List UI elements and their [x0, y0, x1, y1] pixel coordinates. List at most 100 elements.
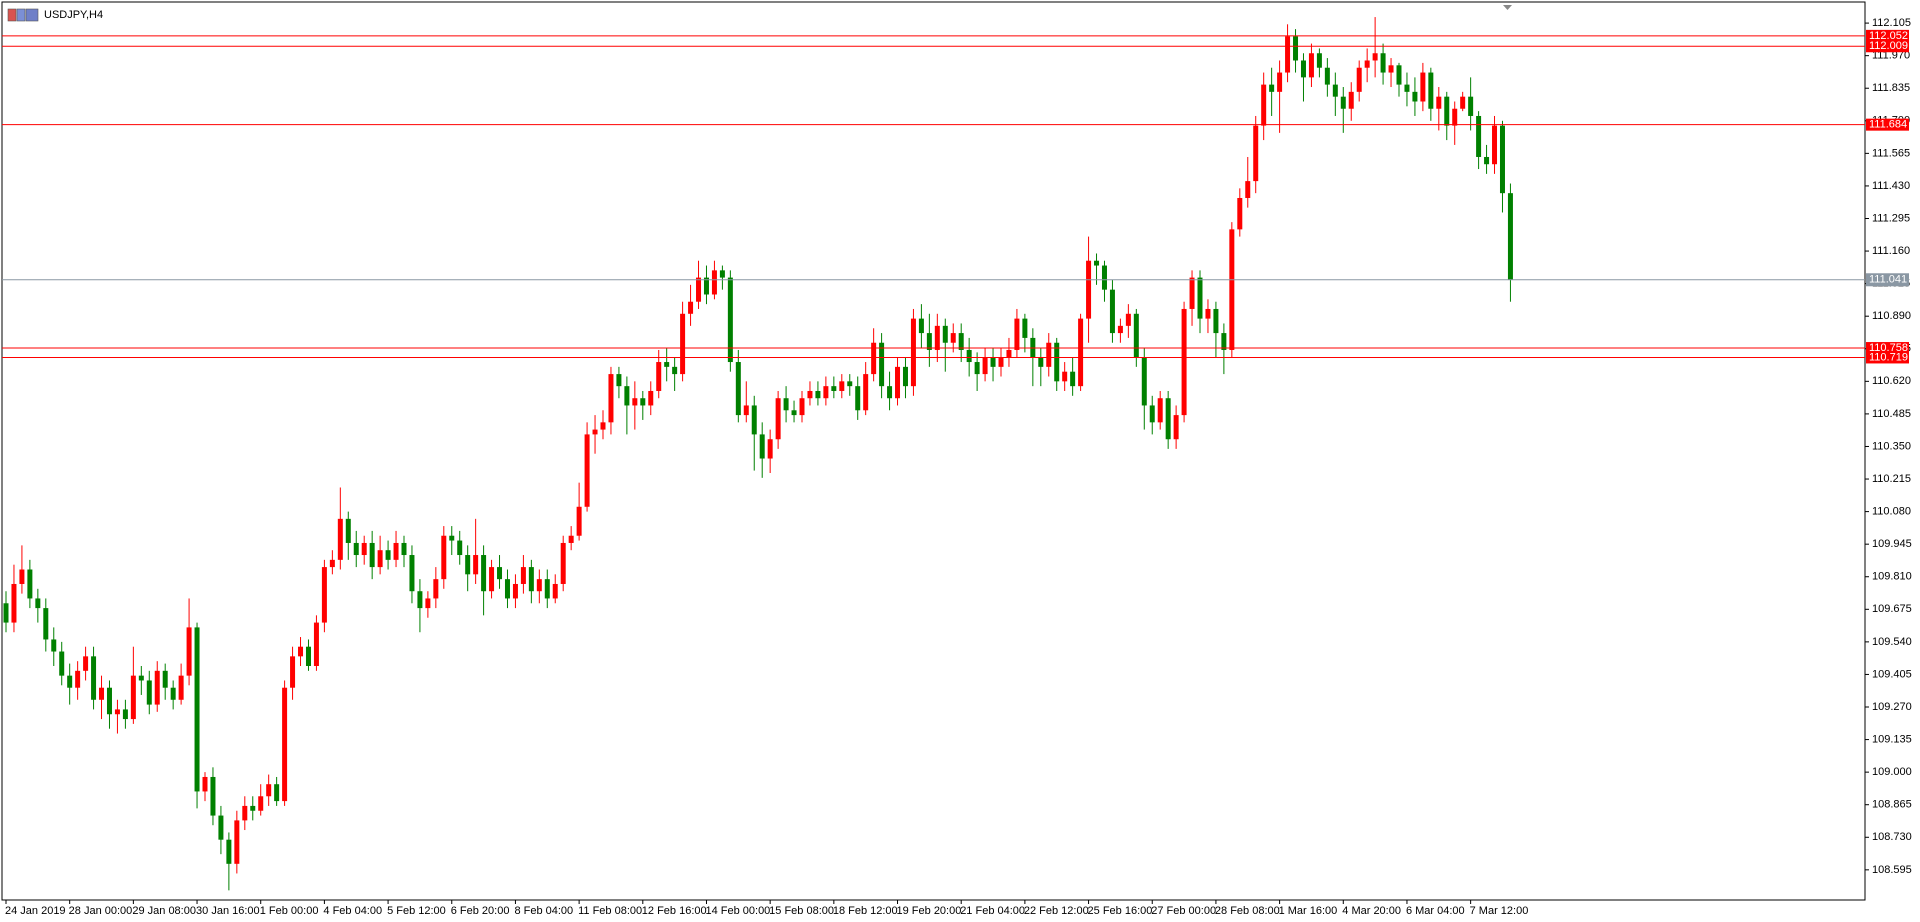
- candle-body: [194, 627, 200, 792]
- candle-body: [966, 349, 972, 363]
- y-tick-label: 109.135: [1872, 733, 1912, 745]
- candle-body: [1062, 371, 1068, 382]
- candle-body: [592, 429, 598, 435]
- candle-body: [608, 374, 614, 423]
- y-tick-label: 109.405: [1872, 668, 1912, 680]
- candle-body: [298, 646, 304, 657]
- candle-body: [1205, 308, 1211, 319]
- candle-body: [1316, 53, 1322, 68]
- candle-body: [106, 687, 112, 715]
- last-price-label: 111.041: [1869, 274, 1907, 286]
- candle-body: [186, 627, 192, 676]
- candle-body: [497, 567, 503, 580]
- candle-body: [512, 583, 518, 599]
- candle-body: [1372, 53, 1378, 61]
- candle-body: [1141, 357, 1147, 406]
- candles: [3, 17, 1513, 891]
- y-tick-label: 111.565: [1872, 147, 1910, 159]
- candle-body: [504, 579, 510, 599]
- plot-frame: [1, 1, 1866, 901]
- candle-body: [274, 784, 280, 802]
- candle-body: [1484, 156, 1490, 165]
- y-tick-label: 109.945: [1872, 538, 1912, 550]
- candle-body: [1364, 60, 1370, 68]
- candle-body: [258, 796, 264, 811]
- candle-body: [1094, 260, 1100, 266]
- candle-body: [473, 555, 479, 575]
- candle-body: [19, 569, 25, 584]
- candle-body: [743, 405, 749, 416]
- candle-body: [11, 583, 17, 623]
- candle-body: [1229, 229, 1235, 350]
- symbol-icon: [7, 8, 39, 22]
- candle-body: [1460, 96, 1466, 109]
- candle-body: [27, 569, 33, 599]
- candle-body: [83, 656, 89, 671]
- y-tick-label: 110.620: [1872, 375, 1911, 387]
- y-tick-label: 110.350: [1872, 440, 1911, 452]
- x-tick-label: 6 Mar 04:00: [1406, 905, 1465, 917]
- candle-body: [863, 374, 869, 411]
- candle-body: [711, 270, 717, 295]
- candle-body: [1038, 357, 1044, 367]
- candle-body: [799, 398, 805, 416]
- candle-body: [449, 535, 455, 541]
- x-tick-label: 22 Feb 12:00: [1024, 905, 1089, 917]
- candle-body: [361, 542, 367, 556]
- x-tick-label: 5 Feb 12:00: [387, 905, 446, 917]
- x-tick-label: 18 Feb 12:00: [833, 905, 898, 917]
- x-tick-label: 15 Feb 08:00: [769, 905, 834, 917]
- candle-body: [138, 675, 144, 681]
- y-tick-label: 112.105: [1872, 17, 1911, 29]
- candle-body: [393, 542, 399, 560]
- candle-body: [1436, 96, 1442, 109]
- candle-body: [1420, 72, 1426, 102]
- candle-body: [146, 680, 152, 705]
- level-label: 112.009: [1869, 40, 1908, 52]
- candle-body: [648, 390, 654, 406]
- candle-body: [1277, 72, 1283, 92]
- candle-body: [926, 333, 932, 350]
- candle-body: [664, 362, 670, 367]
- candle-body: [1380, 53, 1386, 73]
- y-tick-label: 111.430: [1872, 180, 1910, 192]
- candle-body: [1324, 67, 1330, 85]
- chart-title: USDJPY,H4: [44, 9, 103, 21]
- candle-body: [75, 670, 81, 688]
- candle-body: [998, 357, 1004, 367]
- candle-body: [1412, 91, 1418, 102]
- y-tick-label: 110.215: [1872, 473, 1911, 485]
- y-tick-label: 109.675: [1872, 603, 1912, 615]
- y-tick-label: 110.080: [1872, 506, 1911, 518]
- candle-body: [218, 815, 224, 840]
- candle-body: [544, 579, 550, 599]
- candle-body: [895, 366, 901, 399]
- candle-body: [210, 776, 216, 816]
- candle-body: [974, 362, 980, 375]
- candle-body: [672, 366, 678, 375]
- candle-body: [1492, 125, 1498, 165]
- candle-body: [847, 381, 853, 387]
- candle-body: [1006, 349, 1012, 358]
- candle-body: [377, 550, 383, 568]
- candle-body: [313, 622, 319, 666]
- candle-body: [242, 805, 248, 821]
- candle-body: [329, 559, 335, 568]
- candle-body: [1332, 84, 1338, 97]
- shift-marker: [1503, 5, 1512, 10]
- candle-body: [1468, 96, 1474, 116]
- candle-body: [162, 670, 168, 688]
- level-label: 110.758: [1869, 342, 1908, 354]
- candle-body: [568, 535, 574, 543]
- candle-body: [950, 333, 956, 343]
- candle-body: [990, 357, 996, 367]
- candle-body: [1356, 67, 1362, 92]
- candle-body: [250, 805, 256, 811]
- y-tick-label: 109.000: [1872, 766, 1912, 778]
- x-tick-label: 28 Jan 00:00: [69, 905, 133, 917]
- candle-body: [457, 540, 463, 556]
- y-tick-label: 109.540: [1872, 636, 1912, 648]
- candle-body: [441, 535, 447, 580]
- x-tick-label: 29 Jan 08:00: [132, 905, 196, 917]
- candle-body: [1261, 84, 1267, 126]
